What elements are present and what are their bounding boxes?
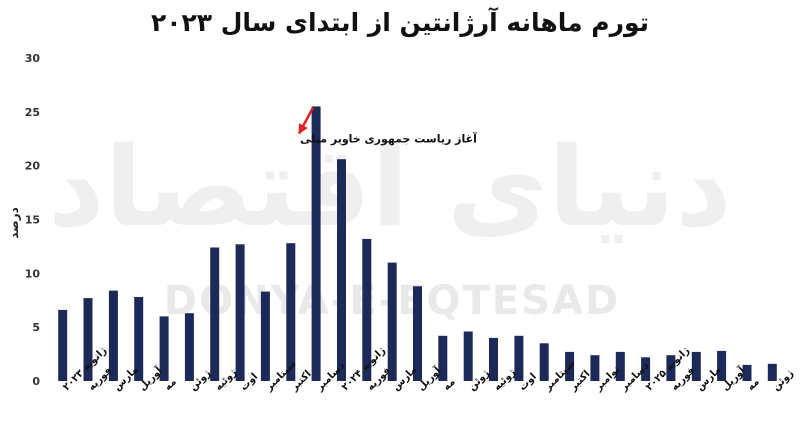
y-tick-label: 25 [25,106,40,119]
bar [260,291,270,381]
bar [235,244,245,381]
bar [413,286,422,381]
bar [666,355,676,381]
bar [286,243,296,381]
watermark-script: دنیای اقتصاد [48,123,732,251]
y-axis-label: درصد [7,207,21,239]
y-tick-label: 0 [32,375,40,388]
bar [514,335,524,381]
bar [311,106,321,382]
bar [337,159,346,381]
bars [58,106,777,382]
bar [387,262,397,381]
bar [159,316,169,381]
bar [58,309,68,381]
bar [615,351,625,381]
y-axis: 0 5 10 15 20 25 30 [25,52,41,388]
y-tick-label: 30 [25,52,41,65]
y-tick-label: 20 [25,160,41,173]
bar [717,350,727,381]
annotation: آغاز ریاست جمهوری خاویر میلی [298,106,477,145]
bar [184,313,194,381]
bar [463,331,473,381]
annotation-arrow [298,106,315,135]
bar [83,298,93,381]
y-tick-label: 5 [32,321,40,334]
bar [362,238,372,381]
bar [489,337,498,381]
annotation-label: آغاز ریاست جمهوری خاویر میلی [300,131,477,145]
bar [565,351,575,381]
chart-title: تورم ماهانه آرژانتین از ابتدای سال ۲۰۲۳ [150,8,650,37]
bar [641,357,651,381]
bar [742,364,752,381]
bar [438,335,448,381]
bar [590,355,600,381]
bar [108,290,118,381]
y-tick-label: 10 [25,267,41,280]
bar [767,363,777,381]
bar [539,343,549,381]
bar [691,351,701,381]
bar [134,297,144,381]
bar [210,247,220,381]
y-tick-label: 15 [25,214,40,227]
